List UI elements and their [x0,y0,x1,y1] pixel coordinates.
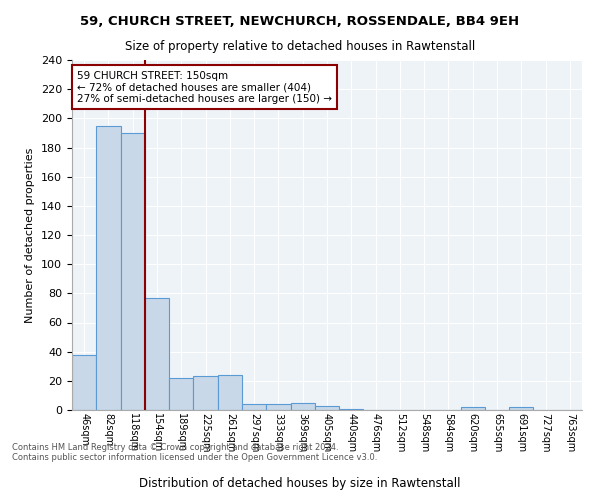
Bar [193,376,218,410]
Bar [315,406,339,410]
Text: Distribution of detached houses by size in Rawtenstall: Distribution of detached houses by size … [139,477,461,490]
Text: Contains HM Land Registry data © Crown copyright and database right 2024.
Contai: Contains HM Land Registry data © Crown c… [12,442,377,462]
Bar [290,402,315,410]
Bar [242,404,266,410]
Bar [339,408,364,410]
Bar [169,378,193,410]
Text: 59 CHURCH STREET: 150sqm
← 72% of detached houses are smaller (404)
27% of semi-: 59 CHURCH STREET: 150sqm ← 72% of detach… [77,70,332,104]
Bar [121,133,145,410]
Text: 59, CHURCH STREET, NEWCHURCH, ROSSENDALE, BB4 9EH: 59, CHURCH STREET, NEWCHURCH, ROSSENDALE… [80,15,520,28]
Bar [266,404,290,410]
Bar [72,354,96,410]
Bar [96,126,121,410]
Bar [145,298,169,410]
Bar [218,375,242,410]
Y-axis label: Number of detached properties: Number of detached properties [25,148,35,322]
Text: Size of property relative to detached houses in Rawtenstall: Size of property relative to detached ho… [125,40,475,53]
Bar [509,407,533,410]
Bar [461,407,485,410]
